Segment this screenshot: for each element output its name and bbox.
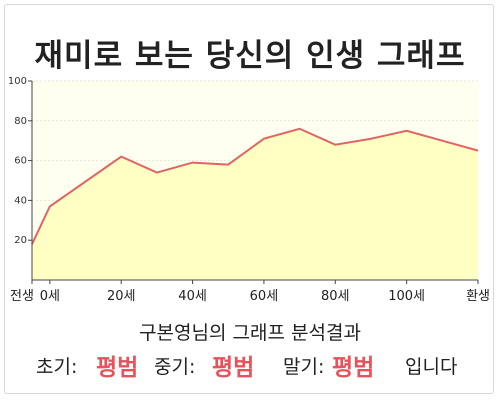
early-grade: 평범 [96,355,139,381]
mid-grade: 평범 [212,355,255,381]
series-line [31,127,479,245]
analysis-subtitle: 구본영님의 그래프 분석결과 [139,322,361,344]
x-tick-label: 100세 [388,289,425,304]
result-card [4,4,494,394]
y-tick-label: 60 [14,156,27,167]
x-axis: 전생 0세 20세 40세 60세 80세 100세 환생 [10,280,490,304]
x-tick-label: 60세 [250,289,279,304]
x-tick-label: 전생 [10,289,34,304]
y-tick-label: 100 [8,76,27,87]
y-axis: 20 40 60 80 100 [8,76,32,246]
x-tick-label: 40세 [178,289,207,304]
late-grade: 평범 [332,355,375,381]
x-tick-label: 20세 [107,289,136,304]
early-label: 초기: [36,356,78,378]
late-label: 말기: [283,356,325,378]
result-suffix: 입니다 [405,356,458,378]
analysis-result: 초기: 평범 중기: 평범 말기: 평범 입니다 [0,346,500,381]
mid-label: 중기: [154,356,196,378]
page-title: 재미로 보는 당신의 인생 그래프 [34,38,466,74]
area-fill [32,128,478,280]
x-tick-label: 0세 [40,289,60,304]
y-tick-label: 20 [14,235,27,246]
y-tick-label: 40 [14,195,27,206]
x-tick-label: 환생 [466,289,490,304]
x-tick-label: 80세 [321,289,350,304]
y-tick-label: 80 [14,116,27,127]
